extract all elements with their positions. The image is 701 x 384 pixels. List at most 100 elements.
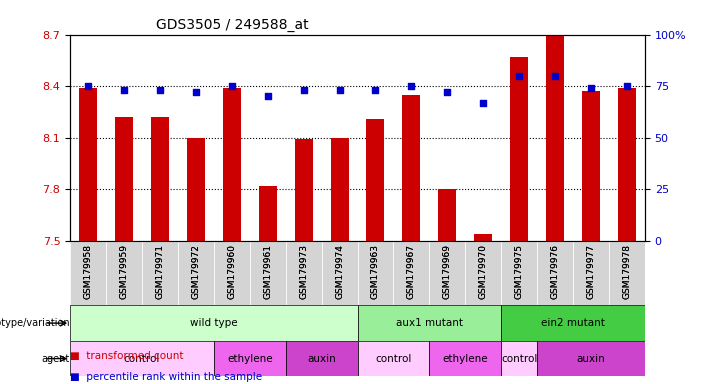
Bar: [546, 35, 564, 241]
Text: auxin: auxin: [307, 354, 336, 364]
Text: GSM179974: GSM179974: [335, 244, 344, 299]
Text: ein2 mutant: ein2 mutant: [541, 318, 605, 328]
FancyBboxPatch shape: [358, 341, 430, 376]
Point: [550, 73, 561, 79]
FancyBboxPatch shape: [501, 305, 645, 341]
Point: [154, 87, 165, 93]
FancyBboxPatch shape: [537, 241, 573, 305]
Text: GSM179973: GSM179973: [299, 244, 308, 299]
Bar: [402, 95, 421, 241]
FancyBboxPatch shape: [393, 241, 430, 305]
Bar: [187, 138, 205, 241]
FancyBboxPatch shape: [465, 241, 501, 305]
Text: ■  percentile rank within the sample: ■ percentile rank within the sample: [70, 372, 262, 382]
Point: [262, 93, 273, 99]
Text: GSM179958: GSM179958: [83, 244, 93, 299]
Text: GSM179975: GSM179975: [515, 244, 524, 299]
Text: GSM179959: GSM179959: [119, 244, 128, 299]
Bar: [259, 186, 277, 241]
FancyBboxPatch shape: [573, 241, 609, 305]
FancyBboxPatch shape: [70, 305, 358, 341]
Text: GSM179971: GSM179971: [156, 244, 165, 299]
Bar: [367, 119, 384, 241]
FancyBboxPatch shape: [501, 341, 537, 376]
FancyBboxPatch shape: [214, 241, 250, 305]
Text: GSM179977: GSM179977: [587, 244, 596, 299]
Text: GSM179967: GSM179967: [407, 244, 416, 299]
FancyBboxPatch shape: [501, 241, 537, 305]
Text: GSM179961: GSM179961: [263, 244, 272, 299]
Point: [442, 89, 453, 95]
Text: GSM179960: GSM179960: [227, 244, 236, 299]
Text: GSM179975: GSM179975: [515, 244, 524, 299]
Bar: [475, 234, 492, 241]
Bar: [223, 88, 240, 241]
Point: [334, 87, 345, 93]
Point: [585, 85, 597, 91]
Text: control: control: [124, 354, 160, 364]
Bar: [151, 117, 169, 241]
Point: [406, 83, 417, 89]
Text: GSM179971: GSM179971: [156, 244, 165, 299]
FancyBboxPatch shape: [286, 241, 322, 305]
Text: GSM179976: GSM179976: [550, 244, 559, 299]
Bar: [79, 88, 97, 241]
FancyBboxPatch shape: [286, 341, 358, 376]
Text: GSM179960: GSM179960: [227, 244, 236, 299]
Bar: [331, 138, 348, 241]
Bar: [582, 91, 600, 241]
Point: [514, 73, 525, 79]
Text: ethylene: ethylene: [227, 354, 273, 364]
FancyBboxPatch shape: [70, 241, 106, 305]
FancyBboxPatch shape: [430, 241, 465, 305]
Point: [190, 89, 201, 95]
FancyBboxPatch shape: [358, 305, 501, 341]
Text: ethylene: ethylene: [442, 354, 488, 364]
FancyBboxPatch shape: [430, 341, 501, 376]
Text: GSM179970: GSM179970: [479, 244, 488, 299]
FancyBboxPatch shape: [70, 341, 214, 376]
FancyBboxPatch shape: [537, 341, 645, 376]
Text: GSM179978: GSM179978: [622, 244, 632, 299]
Point: [477, 99, 489, 106]
Bar: [438, 189, 456, 241]
Text: GSM179969: GSM179969: [443, 244, 452, 299]
FancyBboxPatch shape: [214, 341, 286, 376]
Point: [621, 83, 632, 89]
Text: GSM179970: GSM179970: [479, 244, 488, 299]
Text: GSM179961: GSM179961: [263, 244, 272, 299]
Text: GSM179967: GSM179967: [407, 244, 416, 299]
Text: GSM179978: GSM179978: [622, 244, 632, 299]
FancyBboxPatch shape: [106, 241, 142, 305]
Text: wild type: wild type: [190, 318, 238, 328]
Text: GDS3505 / 249588_at: GDS3505 / 249588_at: [156, 18, 309, 32]
Text: ■  transformed count: ■ transformed count: [70, 351, 184, 361]
Text: GSM179958: GSM179958: [83, 244, 93, 299]
Text: GSM179969: GSM179969: [443, 244, 452, 299]
Text: GSM179974: GSM179974: [335, 244, 344, 299]
Bar: [618, 88, 636, 241]
Bar: [115, 117, 133, 241]
Bar: [294, 139, 313, 241]
Text: GSM179963: GSM179963: [371, 244, 380, 299]
Text: auxin: auxin: [577, 354, 606, 364]
Text: aux1 mutant: aux1 mutant: [396, 318, 463, 328]
Point: [370, 87, 381, 93]
Point: [298, 87, 309, 93]
Point: [83, 83, 94, 89]
Bar: [510, 57, 528, 241]
Text: GSM179963: GSM179963: [371, 244, 380, 299]
FancyBboxPatch shape: [250, 241, 286, 305]
Text: GSM179959: GSM179959: [119, 244, 128, 299]
Text: GSM179973: GSM179973: [299, 244, 308, 299]
Text: GSM179976: GSM179976: [550, 244, 559, 299]
Text: agent: agent: [42, 354, 70, 364]
Point: [118, 87, 130, 93]
FancyBboxPatch shape: [142, 241, 178, 305]
Text: genotype/variation: genotype/variation: [0, 318, 70, 328]
Point: [226, 83, 238, 89]
FancyBboxPatch shape: [178, 241, 214, 305]
Text: control: control: [375, 354, 411, 364]
FancyBboxPatch shape: [358, 241, 393, 305]
Text: control: control: [501, 354, 538, 364]
